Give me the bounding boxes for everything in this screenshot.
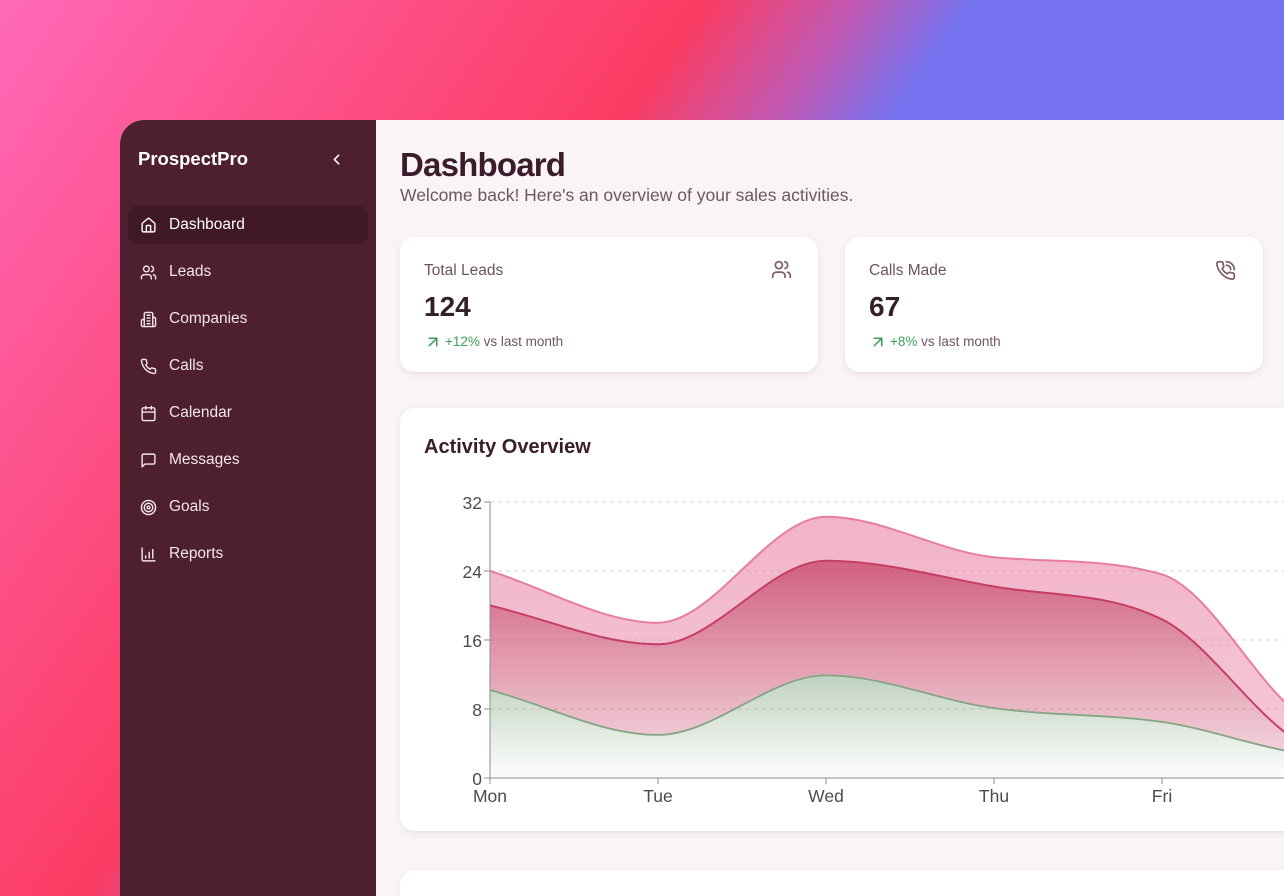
svg-text:Mon: Mon — [473, 786, 507, 806]
svg-text:8: 8 — [472, 700, 482, 720]
svg-text:32: 32 — [463, 493, 482, 513]
svg-text:24: 24 — [463, 562, 483, 582]
svg-text:Tue: Tue — [643, 786, 673, 806]
svg-text:16: 16 — [463, 631, 482, 651]
svg-text:Thu: Thu — [979, 786, 1009, 806]
svg-text:0: 0 — [472, 769, 482, 789]
svg-text:Wed: Wed — [808, 786, 844, 806]
svg-text:Fri: Fri — [1152, 786, 1172, 806]
